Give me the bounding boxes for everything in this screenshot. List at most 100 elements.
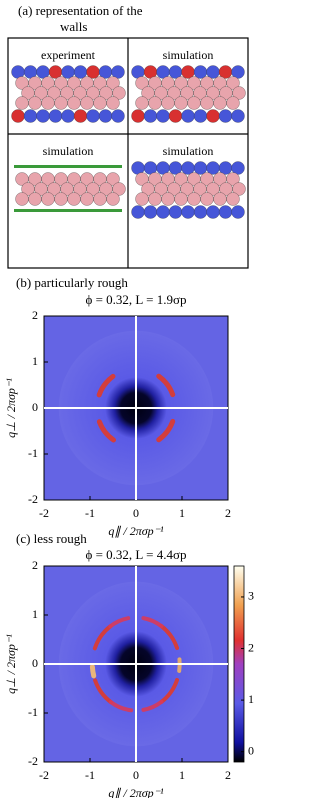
x-tick-label: -2 [39,506,49,520]
sphere [194,110,207,123]
sphere [107,193,120,206]
x-tick-label: -2 [39,768,49,782]
sphere [136,97,149,110]
sphere [68,193,81,206]
sphere [182,206,195,219]
sphere [149,97,162,110]
x-tick-label: 2 [225,506,231,520]
sphere [162,97,175,110]
sphere [214,97,227,110]
sphere [94,97,107,110]
sphere [144,206,157,219]
sphere [227,193,240,206]
sphere [94,193,107,206]
chart-title: (b) particularly rough [16,275,128,290]
chart-title: (c) less rough [16,531,87,546]
sphere [74,110,87,123]
wall [14,209,122,212]
x-tick-label: -1 [85,768,95,782]
x-tick-label: 1 [179,768,185,782]
y-tick-label: 1 [32,354,38,368]
y-tick-label: 0 [32,656,38,670]
sphere [81,97,94,110]
x-axis-label: q∥ / 2πσp⁻¹ [108,524,164,538]
sphere [162,193,175,206]
sphere [188,97,201,110]
sphere [16,97,29,110]
sphere [232,110,245,123]
sphere [227,97,240,110]
sphere [29,97,42,110]
sphere [194,66,207,79]
sphere [74,66,87,79]
y-tick-label: 1 [32,607,38,621]
sphere [136,193,149,206]
sphere [157,206,170,219]
sphere [107,97,120,110]
cell-label: simulation [163,144,214,158]
sphere [169,206,182,219]
cell-label: simulation [163,48,214,62]
colorbar-tick-label: 0 [248,743,254,757]
sphere [55,97,68,110]
sphere [24,110,37,123]
y-axis-label: q⊥ / 2πσp⁻¹ [4,634,18,694]
sphere [157,110,170,123]
sphere-drawing [12,66,126,123]
chart-subtitle: ϕ = 0.32, L = 1.9σp [86,292,187,307]
sphere [68,97,81,110]
sphere [201,97,214,110]
x-tick-label: 1 [179,506,185,520]
sphere [112,110,125,123]
sphere [62,110,75,123]
sphere-drawing [132,66,246,123]
x-axis-label: q∥ / 2πσp⁻¹ [108,786,164,798]
sphere [219,206,232,219]
sphere [49,110,62,123]
sphere [175,97,188,110]
y-tick-label: -1 [28,705,38,719]
sphere [201,193,214,206]
sphere [29,193,42,206]
heatmap-ring [92,667,93,676]
y-tick-label: -1 [28,446,38,460]
sphere [207,206,220,219]
sphere [188,193,201,206]
colorbar-tick-label: 2 [248,640,254,654]
x-tick-label: 2 [225,768,231,782]
colorbar-tick-label: 1 [248,692,254,706]
cell-label: simulation [43,144,94,158]
sphere [12,110,25,123]
sphere [87,110,100,123]
colorbar [234,566,244,762]
figure: (a) representation of the walls experime… [0,0,258,798]
sphere [194,206,207,219]
sphere [232,206,245,219]
sphere [144,110,157,123]
sphere [132,110,145,123]
y-tick-label: -2 [28,754,38,768]
panel-title: walls [60,19,87,34]
cell-label: experiment [41,48,96,62]
sphere [132,206,145,219]
sphere [194,162,207,175]
sphere [182,110,195,123]
sphere [207,110,220,123]
sphere [16,193,29,206]
sphere-drawing [132,162,246,219]
sphere [42,193,55,206]
y-tick-label: 2 [32,558,38,572]
sphere [219,110,232,123]
y-axis-label: q⊥ / 2πσp⁻¹ [4,378,18,438]
x-tick-label: 0 [133,506,139,520]
y-tick-label: 0 [32,400,38,414]
sphere [175,193,188,206]
sphere [99,110,112,123]
sphere [37,110,50,123]
chart-subtitle: ϕ = 0.32, L = 4.4σp [86,547,187,562]
sphere [169,110,182,123]
sphere [81,193,94,206]
x-tick-label: 0 [133,768,139,782]
colorbar-tick-label: 3 [248,589,254,603]
x-tick-label: -1 [85,506,95,520]
